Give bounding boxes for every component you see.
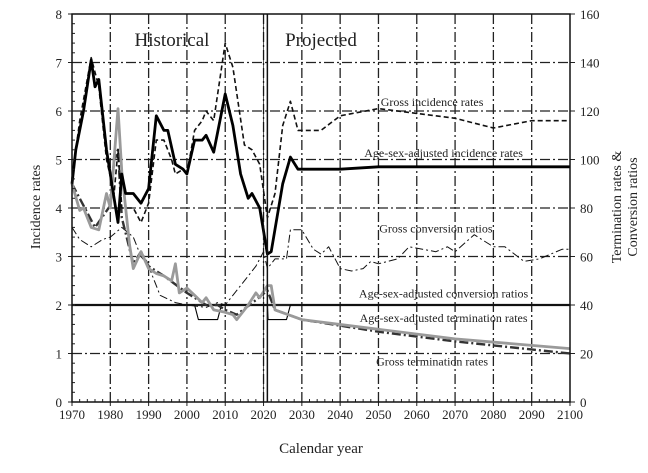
series-line-gross-conversion-ratios xyxy=(71,226,570,308)
annotation-label: Gross termination rates xyxy=(376,355,488,369)
annotation-label: Gross conversion ratios xyxy=(379,221,493,235)
y-tick-label: 6 xyxy=(56,104,63,119)
y2-tick-label: 100 xyxy=(580,153,600,168)
y-tick-label: 7 xyxy=(56,56,63,71)
x-tick-label: 2030 xyxy=(289,407,315,422)
grid xyxy=(72,14,570,402)
y2-tick-label: 60 xyxy=(580,250,593,265)
y2-tick-label: 0 xyxy=(580,395,587,410)
x-tick-label: 2080 xyxy=(480,407,506,422)
region-label-historical: Historical xyxy=(135,30,210,51)
y2-tick-label: 120 xyxy=(580,104,600,119)
series-line-age-sex-adjusted-conversion-ratios xyxy=(72,304,570,321)
x-tick-label: 1980 xyxy=(97,407,123,422)
y-tick-label: 2 xyxy=(56,298,63,313)
x-tick-label: 1990 xyxy=(136,407,162,422)
y2-tick-label: 40 xyxy=(580,298,593,313)
annotations: Gross incidence rates Age-sex-adjusted in… xyxy=(359,95,529,368)
y-tick-label: 0 xyxy=(56,395,63,410)
x-tick-label: 2070 xyxy=(442,407,468,422)
annotation-label: Age-sex-adjusted incidence rates xyxy=(364,146,523,160)
x-tick-label: 1970 xyxy=(59,407,85,422)
y-tick-label: 3 xyxy=(56,250,63,265)
x-tick-label: 2020 xyxy=(251,407,277,422)
x-tick-label: 2000 xyxy=(174,407,200,422)
x-tick-label: 2100 xyxy=(557,407,583,422)
x-tick-label: 2040 xyxy=(327,407,353,422)
annotation-label: Gross incidence rates xyxy=(381,95,484,109)
y-axis-title: Incidence rates xyxy=(29,165,44,249)
x-tick-label: 2010 xyxy=(212,407,238,422)
x-axis-title: Calendar year xyxy=(279,441,363,457)
plot-frame xyxy=(71,13,571,403)
y-tick-label: 4 xyxy=(56,201,63,216)
y2-axis-title-line1: Termination rates & xyxy=(610,151,625,264)
x-tick-label: 2090 xyxy=(519,407,545,422)
y2-tick-label: 20 xyxy=(580,347,593,362)
annotation-label: Age-sex-adjusted termination rates xyxy=(360,311,528,325)
y2-tick-label: 140 xyxy=(580,56,600,71)
y-tick-label: 8 xyxy=(56,7,63,22)
series-layer xyxy=(70,42,571,355)
y2-axis-title-line2: Conversion ratios xyxy=(626,157,641,256)
y-tick-label: 5 xyxy=(56,153,63,168)
series-line-gross-incidence-rates xyxy=(71,42,570,224)
y2-tick-label: 160 xyxy=(580,7,600,22)
region-label-projected: Projected xyxy=(285,30,357,51)
x-tick-label: 2050 xyxy=(365,407,391,422)
series-line-age-sex-adjusted-incidence-rates xyxy=(70,58,570,256)
y2-tick-label: 80 xyxy=(580,201,593,216)
axes: 1970 1980 1990 2000 2010 2020 2030 2040 2050 2060… xyxy=(56,7,600,422)
y-tick-label: 1 xyxy=(56,347,63,362)
x-tick-label: 2060 xyxy=(404,407,430,422)
annotation-label: Age-sex-adjusted conversion ratios xyxy=(359,287,529,301)
